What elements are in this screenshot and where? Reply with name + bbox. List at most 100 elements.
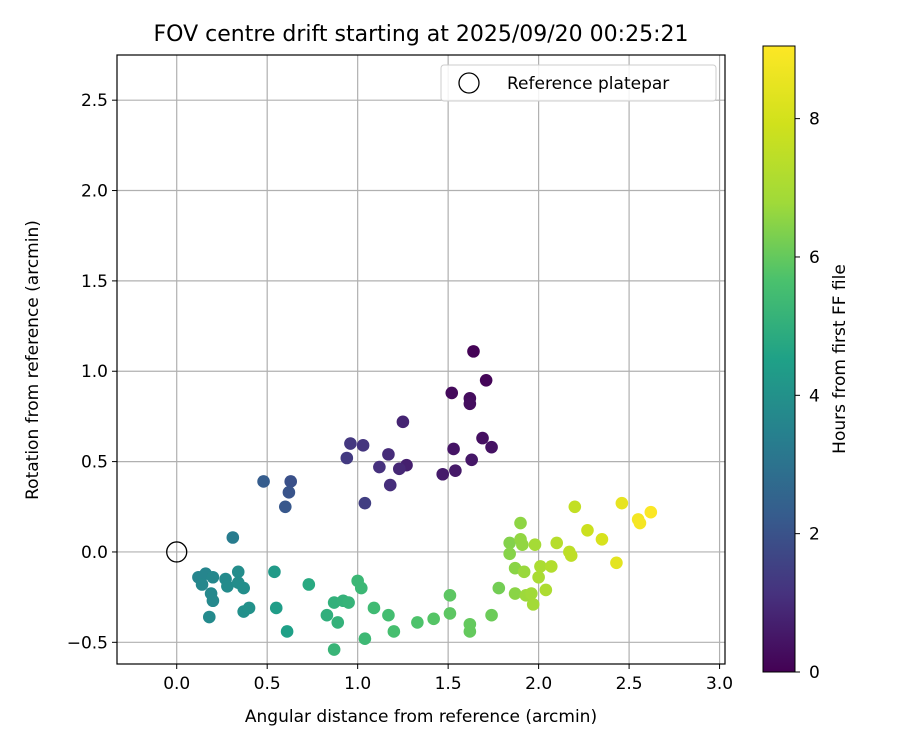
x-tick-label: 1.0 — [344, 674, 371, 694]
colorbar-tick-label: 2 — [809, 525, 820, 545]
axis-ticks: 0.0 0.5 1.0 1.5 2.0 2.5 3.0 −0.5 0.0 0.5 1.0 1.5 2.0… — [67, 91, 733, 694]
data-point — [358, 632, 372, 646]
x-tick-label: 2.5 — [616, 674, 643, 694]
data-point — [221, 579, 234, 593]
data-point — [447, 442, 460, 456]
data-point — [436, 467, 450, 481]
legend: Reference platepar — [440, 64, 717, 102]
data-point — [268, 565, 281, 579]
x-tick-label: 2.0 — [525, 674, 552, 694]
data-point — [382, 608, 395, 622]
data-point — [356, 439, 370, 452]
plot-frame — [116, 54, 726, 665]
data-point — [503, 547, 516, 561]
data-point — [342, 596, 355, 609]
data-point — [568, 500, 582, 514]
x-tick-label: 1.5 — [435, 674, 462, 694]
data-point — [282, 486, 296, 499]
chart-title: FOV centre drift starting at 2025/09/20 … — [154, 22, 689, 47]
data-point — [195, 578, 209, 591]
data-point — [331, 616, 345, 629]
data-point — [479, 373, 493, 387]
data-point — [206, 594, 220, 608]
colorbar-tick-label: 0 — [809, 663, 820, 683]
data-point — [202, 610, 216, 624]
x-axis-label: Angular distance from reference (arcmin) — [245, 707, 597, 727]
data-point — [302, 578, 316, 591]
data-point — [526, 598, 540, 611]
y-tick-label: 0.5 — [81, 453, 108, 473]
data-point — [226, 531, 240, 544]
data-point — [354, 581, 368, 595]
data-point — [344, 437, 357, 450]
data-point — [340, 451, 354, 465]
data-point — [443, 589, 457, 602]
data-point — [411, 616, 424, 629]
legend-marker-icon — [458, 72, 480, 94]
data-point — [427, 612, 440, 626]
colorbar-tick-label: 8 — [809, 110, 820, 130]
y-tick-label: 2.0 — [81, 182, 108, 202]
colorbar: 0 2 4 6 8 Hours from first FF file — [762, 45, 850, 683]
y-tick-label: 1.0 — [81, 362, 108, 382]
data-point — [358, 496, 372, 510]
data-point — [550, 536, 564, 550]
reference-platepar-marker — [166, 541, 188, 563]
data-point — [284, 475, 298, 488]
data-point — [449, 464, 462, 477]
data-point — [280, 625, 294, 638]
y-tick-label: 2.5 — [81, 91, 108, 111]
data-point — [485, 440, 498, 454]
data-point — [528, 538, 542, 552]
data-point — [525, 587, 538, 600]
data-point — [467, 345, 480, 358]
data-point — [514, 516, 527, 530]
data-point — [644, 505, 658, 519]
data-point — [463, 625, 477, 638]
data-point — [383, 478, 397, 492]
data-point — [485, 608, 498, 622]
data-point — [231, 565, 245, 579]
data-point — [492, 581, 506, 595]
data-point — [396, 415, 410, 429]
data-point — [517, 565, 531, 579]
data-point — [476, 431, 489, 445]
colorbar-label: Hours from first FF file — [830, 264, 850, 454]
x-tick-label: 0.5 — [254, 674, 281, 694]
colorbar-tick-label: 4 — [809, 386, 820, 406]
y-tick-label: −0.5 — [67, 633, 108, 653]
data-point — [257, 475, 270, 488]
data-point — [373, 460, 386, 474]
data-point — [595, 533, 609, 546]
data-point — [539, 583, 553, 597]
data-point — [269, 601, 283, 615]
data-point — [633, 516, 647, 530]
data-point — [242, 601, 256, 615]
data-point — [534, 560, 547, 573]
data-point — [532, 570, 545, 584]
data-point — [382, 448, 395, 461]
data-point — [206, 570, 220, 584]
data-point — [387, 625, 401, 638]
data-point — [463, 397, 477, 411]
data-point — [465, 453, 478, 467]
y-axis-label: Rotation from reference (arcmin) — [23, 220, 43, 500]
data-point — [516, 538, 529, 552]
data-point — [564, 549, 578, 562]
data-point — [367, 601, 381, 615]
data-point — [445, 386, 459, 400]
data-point — [544, 560, 558, 573]
data-point — [503, 536, 516, 550]
colorbar-tick-label: 6 — [809, 248, 820, 268]
data-point — [237, 581, 250, 595]
legend-box — [440, 64, 717, 102]
data-points — [166, 345, 658, 656]
colorbar-ticks: 0 2 4 6 8 — [795, 110, 820, 683]
data-point — [508, 587, 522, 600]
y-tick-label: 1.5 — [81, 272, 108, 292]
colorbar-gradient — [762, 45, 796, 673]
data-point — [392, 462, 406, 476]
legend-label: Reference platepar — [507, 74, 669, 94]
data-point — [327, 643, 341, 656]
